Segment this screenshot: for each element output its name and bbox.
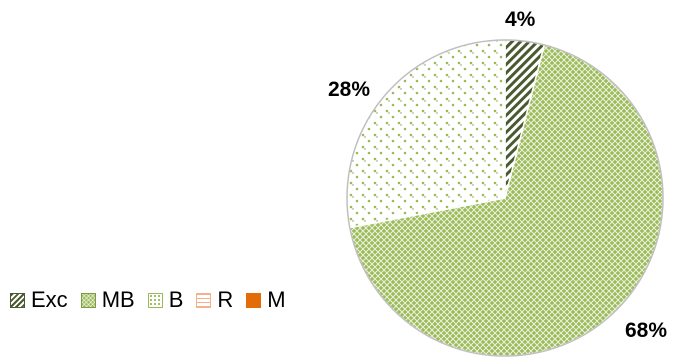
- crosshatch-swatch-icon: [80, 292, 96, 308]
- pie-slice-b: [346, 39, 506, 229]
- legend-label-r: R: [217, 287, 234, 312]
- legend-item-b: B: [147, 287, 184, 313]
- chart-legend: Exc MB B R M: [10, 287, 299, 313]
- data-label-b: 28%: [328, 78, 370, 101]
- legend-item-exc: Exc: [10, 287, 68, 313]
- solid-orange-swatch-icon: [246, 292, 262, 308]
- legend-label-exc: Exc: [31, 287, 68, 312]
- legend-item-r: R: [196, 287, 233, 313]
- diagonal-stripe-swatch-icon: [10, 292, 25, 308]
- legend-label-b: B: [168, 287, 184, 312]
- pie-slices: [346, 39, 664, 357]
- legend-item-m: M: [246, 287, 286, 313]
- horizontal-stripe-swatch-icon: [196, 292, 212, 308]
- dotted-swatch-icon: [147, 292, 163, 308]
- data-label-exc: 4%: [505, 8, 536, 31]
- legend-label-mb: MB: [101, 287, 135, 312]
- pie-outline: [346, 39, 664, 357]
- data-label-mb: 68%: [625, 319, 667, 342]
- legend-label-m: M: [267, 287, 286, 312]
- legend-item-mb: MB: [80, 287, 135, 313]
